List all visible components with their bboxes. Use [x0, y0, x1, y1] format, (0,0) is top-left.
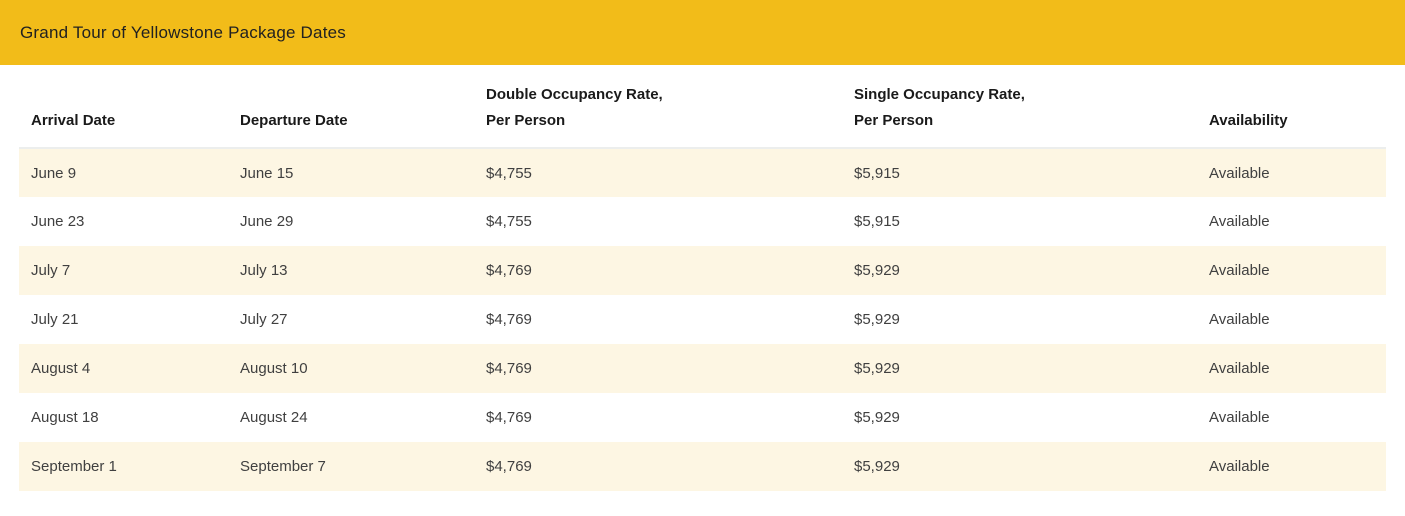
- cell-arrival-date: July 21: [31, 311, 79, 328]
- cell-departure-date: September 7: [240, 458, 326, 475]
- column-header-departure-date: Departure Date: [228, 65, 474, 149]
- cell-arrival-date: August 4: [31, 360, 91, 377]
- table-row: June 23 June 29 $4,755 $5,915 Available: [19, 197, 1386, 246]
- cell-single-rate: $5,915: [854, 164, 900, 182]
- package-dates-table-container: Arrival Date Departure Date Double Occup…: [19, 65, 1386, 491]
- table-row: July 7 July 13 $4,769 $5,929 Available: [19, 246, 1386, 295]
- cell-availability: Available: [1209, 409, 1270, 426]
- cell-availability: Available: [1209, 360, 1270, 377]
- cell-departure-date: August 10: [240, 360, 308, 377]
- cell-double-rate: $4,755: [486, 164, 532, 182]
- table-row: June 9 June 15 $4,755 $5,915 Available: [19, 148, 1386, 197]
- cell-double-rate: $4,769: [486, 409, 532, 426]
- cell-arrival-date: June 23: [31, 213, 85, 230]
- cell-double-rate: $4,769: [486, 458, 532, 475]
- cell-arrival-date: August 18: [31, 409, 99, 426]
- table-row: July 21 July 27 $4,769 $5,929 Available: [19, 295, 1386, 344]
- cell-availability: Available: [1209, 164, 1270, 182]
- cell-single-rate: $5,915: [854, 213, 900, 230]
- cell-double-rate: $4,755: [486, 213, 532, 230]
- cell-arrival-date: June 9: [31, 164, 77, 182]
- cell-departure-date: July 13: [240, 262, 288, 279]
- column-header-availability: Availability: [1197, 65, 1386, 149]
- cell-double-rate: $4,769: [486, 311, 532, 328]
- cell-double-rate: $4,769: [486, 360, 532, 377]
- column-header-double-occupancy-rate: Double Occupancy Rate, Per Person: [474, 65, 842, 149]
- table-row: August 18 August 24 $4,769 $5,929 Availa…: [19, 393, 1386, 442]
- cell-availability: Available: [1209, 262, 1270, 279]
- table-row: August 4 August 10 $4,769 $5,929 Availab…: [19, 344, 1386, 393]
- cell-double-rate: $4,769: [486, 262, 532, 279]
- cell-arrival-date: July 7: [31, 262, 71, 279]
- cell-availability: Available: [1209, 458, 1270, 475]
- package-dates-title-bar: Grand Tour of Yellowstone Package Dates: [0, 0, 1405, 65]
- cell-arrival-date: September 1: [31, 458, 117, 475]
- cell-single-rate: $5,929: [854, 262, 900, 279]
- column-header-single-occupancy-rate: Single Occupancy Rate, Per Person: [842, 65, 1197, 149]
- cell-single-rate: $5,929: [854, 360, 900, 377]
- table-row: September 1 September 7 $4,769 $5,929 Av…: [19, 442, 1386, 491]
- cell-departure-date: July 27: [240, 311, 288, 328]
- cell-departure-date: June 29: [240, 213, 294, 230]
- cell-departure-date: June 15: [240, 164, 294, 182]
- cell-departure-date: August 24: [240, 409, 308, 426]
- table-header-row: Arrival Date Departure Date Double Occup…: [19, 65, 1386, 149]
- cell-single-rate: $5,929: [854, 409, 900, 426]
- page-title: Grand Tour of Yellowstone Package Dates: [20, 22, 346, 42]
- cell-availability: Available: [1209, 213, 1270, 230]
- cell-availability: Available: [1209, 311, 1270, 328]
- column-header-arrival-date: Arrival Date: [19, 65, 228, 149]
- package-dates-table: Arrival Date Departure Date Double Occup…: [19, 65, 1386, 491]
- cell-single-rate: $5,929: [854, 311, 900, 328]
- cell-single-rate: $5,929: [854, 458, 900, 475]
